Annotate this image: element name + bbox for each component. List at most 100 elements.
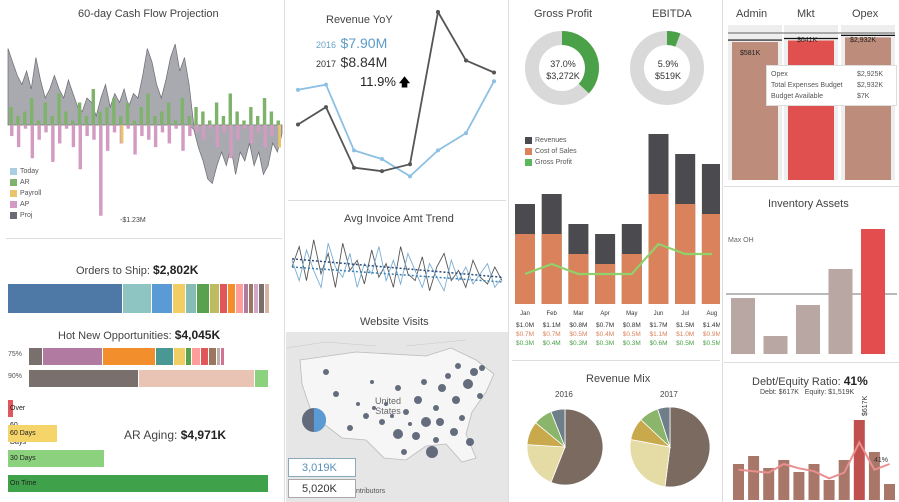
opps-segment[interactable] [217,348,221,365]
visits-box-2[interactable]: 5,020K [288,479,356,498]
orders-segment[interactable] [243,284,249,313]
yoy-point [352,165,356,170]
orders-segment[interactable] [173,284,187,313]
visit-dot [370,380,374,384]
cashflow-legend-item[interactable]: AR [10,178,41,189]
payroll-bar [278,125,281,148]
visits-box-1[interactable]: 3,019K [288,458,356,477]
yoy-point [492,70,496,75]
ar-bar [77,102,82,125]
orders-segment[interactable] [8,284,124,313]
ap-bar [126,125,130,129]
orders-segment[interactable] [254,284,260,313]
visit-dot [347,425,353,431]
ar-bar [71,120,75,125]
aging-bar[interactable]: On Time [8,475,268,492]
orders-bar[interactable] [8,284,270,313]
month-value-label: $1.5M [676,322,694,329]
yoy-point [464,131,468,136]
orders-segment[interactable] [264,284,270,313]
opps-segment[interactable] [174,348,186,365]
monthly-legend-item[interactable]: Gross Profit [525,158,577,169]
month-tick: Apr [600,311,609,317]
month-value-label: $0.7M [516,331,534,338]
orders-segment[interactable] [186,284,197,313]
mix-2017-slice [657,406,671,448]
cashflow-legend-item[interactable]: Proj [10,211,41,222]
opps-segment[interactable] [103,348,157,365]
ap-bar [263,125,267,148]
aging-bar[interactable]: 30 Days [8,450,105,467]
opps-segment[interactable] [42,348,104,365]
ar-bar [29,98,34,125]
monthly-legend-item[interactable]: Cost of Sales [525,147,577,158]
visit-dot [463,379,473,389]
opps-segment[interactable] [254,370,269,387]
revenue-2016-year: 2016 [316,40,337,50]
invoice-line [291,243,503,293]
orders-segment[interactable] [123,284,153,313]
orders-segment[interactable] [196,284,210,313]
month-value-label: $0.7M [596,322,614,329]
opps-segment[interactable] [220,348,225,365]
visit-dot [477,393,483,399]
opps-segment[interactable] [201,348,210,365]
invoice-trend [291,258,503,278]
ar-bar [194,107,198,125]
invoice-panel: Avg Invoice Amt Trend [288,203,506,313]
ap-bar [236,125,240,140]
ap-bar [44,125,48,133]
debt-bar [808,464,820,500]
ap-bar [10,125,14,137]
debt-vert-label: $617K [862,395,869,416]
orders-segment[interactable] [152,284,174,313]
ar-bar [23,111,27,125]
orders-segment[interactable] [228,284,236,313]
monthly-legend-item[interactable]: Revenues [525,136,577,147]
opps-segment[interactable] [29,348,43,365]
orders-segment[interactable] [259,284,265,313]
debt-ratio-line [738,440,890,480]
legend-swatch [525,136,532,144]
orders-segment[interactable] [220,284,229,313]
visit-dot [403,409,409,415]
cost-bar [515,234,535,304]
aging-bar[interactable]: Over 60 Days [8,400,26,446]
opps-segment[interactable] [185,348,192,365]
ap-bar [256,125,261,133]
ar-bar [36,120,41,125]
cashflow-legend-item[interactable]: Payroll [10,189,41,200]
aging-bar[interactable]: 60 Days [8,425,58,442]
cashflow-legend-item[interactable]: Today [10,167,41,178]
ar-bar [64,111,68,125]
orders-segment[interactable] [209,284,221,313]
opps-segment[interactable] [209,348,218,365]
visit-dot [412,432,420,440]
orders-segment[interactable] [248,284,255,313]
opps-segment[interactable] [191,348,202,365]
opps-row-bar[interactable] [29,370,269,387]
ap-bar [208,125,213,129]
ap-bar [85,125,89,137]
debt-bar [868,452,880,500]
orders-segment[interactable] [235,284,244,313]
monthly-chart: Jan $1.0M $0.7M $0.3M Feb $1.1M $0.7M $0.4M Mar $… [515,134,720,347]
opps-row-bar[interactable] [29,348,225,365]
month-tick: Mar [573,311,583,317]
ar-bar [16,116,20,125]
cashflow-legend-item[interactable]: AP [10,200,41,211]
revenue-mix-title: Revenue Mix [586,373,651,385]
cost-bar [568,254,589,304]
opps-segment[interactable] [156,348,174,365]
ar-bar [208,120,212,125]
ap-bar [133,125,137,155]
map-credit: ntributors [356,488,386,495]
opps-segment[interactable] [29,370,140,387]
legend-label: AR [20,179,30,186]
opps-segment[interactable] [139,370,255,387]
month-value-label: $1.1M [649,331,667,338]
tooltip-val-budget: $2,932K [857,82,884,89]
revenue-2017-value: $8.84M [340,54,388,70]
legend-label: Gross Profit [535,159,572,166]
inventory-panel: Inventory Assets Max OH $378K [724,188,899,363]
